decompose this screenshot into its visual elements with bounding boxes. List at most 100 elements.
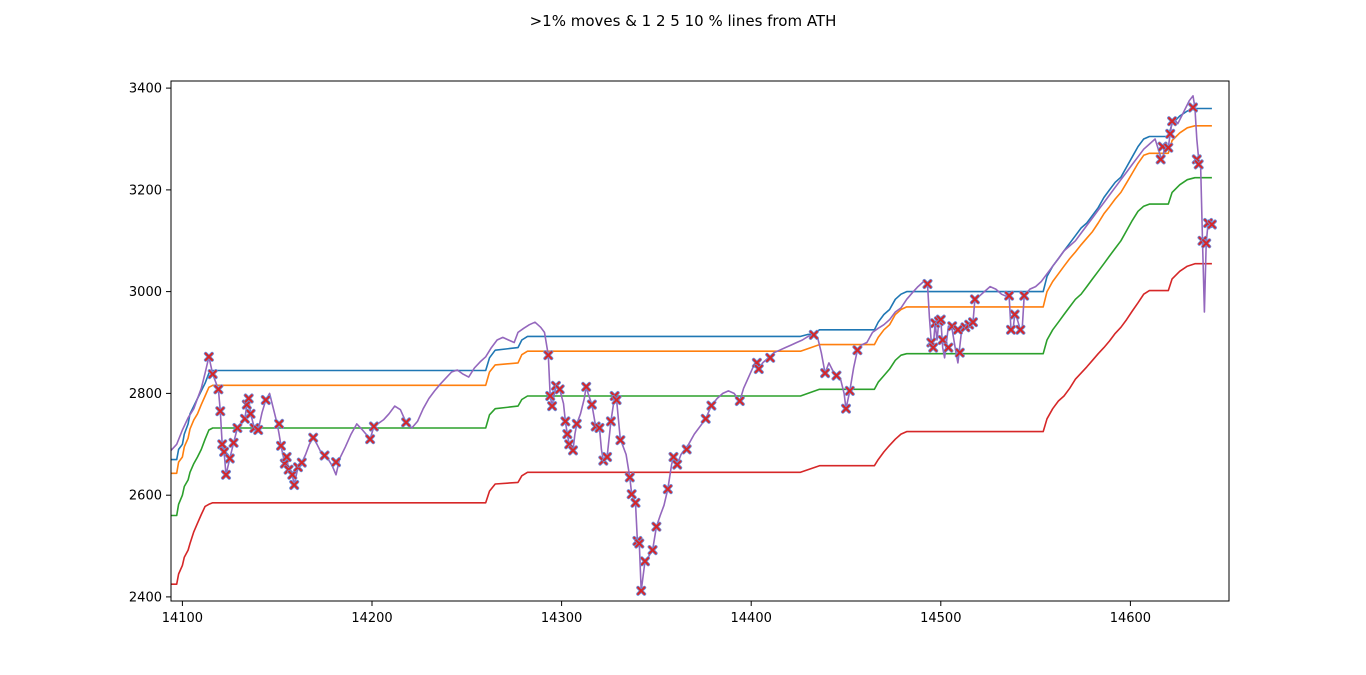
move-marker xyxy=(840,403,852,414)
move-marker xyxy=(624,472,635,483)
move-marker xyxy=(662,484,673,495)
move-marker xyxy=(967,317,979,328)
move-marker xyxy=(651,521,662,532)
x-tick-label: 14400 xyxy=(731,611,772,626)
move-marker xyxy=(581,381,592,392)
move-marker xyxy=(1167,116,1178,127)
move-marker xyxy=(245,408,256,419)
move-marker xyxy=(681,444,692,455)
move-marker xyxy=(808,329,819,340)
move-marker xyxy=(636,585,647,596)
series-line-ath-10pct xyxy=(171,262,1212,585)
y-tick-label: 2400 xyxy=(129,590,162,605)
y-tick-label: 2600 xyxy=(129,489,162,504)
move-marker xyxy=(602,451,613,463)
move-marker xyxy=(232,422,243,434)
move-marker xyxy=(368,421,379,432)
move-marker xyxy=(253,424,264,436)
move-marker xyxy=(626,489,637,500)
move-marker xyxy=(615,435,626,446)
x-axis: 14100 14200 14300 14400 14500 14600 xyxy=(162,601,1151,626)
move-marker xyxy=(547,401,558,412)
series-line-ath-2pct xyxy=(171,125,1212,475)
move-marker xyxy=(706,400,717,411)
move-marker xyxy=(308,432,319,443)
move-marker xyxy=(1009,309,1020,320)
move-marker xyxy=(1155,154,1166,165)
y-tick-label: 2800 xyxy=(129,387,162,402)
move-marker xyxy=(952,324,963,335)
move-marker xyxy=(571,418,582,429)
move-marker xyxy=(647,545,658,556)
move-marker xyxy=(287,469,298,480)
move-marker xyxy=(1206,219,1217,230)
move-marker xyxy=(753,363,764,375)
x-tick-label: 14300 xyxy=(541,611,582,626)
move-marker xyxy=(203,351,214,362)
move-marker xyxy=(545,390,556,402)
move-marker xyxy=(1015,324,1026,335)
move-marker xyxy=(560,416,571,427)
series-line-ath-5pct xyxy=(171,176,1212,517)
move-marker xyxy=(630,497,641,508)
y-axis: 2400 2600 2800 3000 3200 3400 xyxy=(129,82,171,605)
move-marker xyxy=(289,479,300,491)
move-marker xyxy=(221,469,231,480)
marker-layer xyxy=(203,102,1217,596)
move-marker xyxy=(1193,159,1204,170)
move-marker xyxy=(1005,324,1017,335)
move-marker xyxy=(672,459,683,470)
move-marker xyxy=(928,342,939,353)
move-marker xyxy=(611,394,622,406)
move-marker xyxy=(734,395,745,407)
move-marker xyxy=(274,418,285,429)
move-marker xyxy=(922,278,933,290)
move-marker xyxy=(330,457,342,468)
move-marker xyxy=(401,417,412,428)
y-tick-label: 3200 xyxy=(129,183,162,198)
move-marker xyxy=(1163,142,1174,153)
move-marker xyxy=(1004,290,1015,301)
move-marker xyxy=(935,314,946,325)
move-marker xyxy=(969,294,980,305)
move-marker xyxy=(1165,128,1176,139)
move-marker xyxy=(567,445,579,456)
move-marker xyxy=(275,440,287,451)
y-tick-label: 3000 xyxy=(129,285,162,300)
move-marker xyxy=(296,457,307,468)
move-marker xyxy=(605,416,616,427)
move-marker xyxy=(215,406,226,417)
move-marker xyxy=(1201,238,1212,249)
move-marker xyxy=(243,393,254,404)
x-tick-label: 14600 xyxy=(1110,611,1151,626)
move-marker xyxy=(634,538,645,549)
move-marker xyxy=(943,342,954,353)
move-marker xyxy=(213,384,224,395)
move-marker xyxy=(1019,290,1030,301)
move-marker xyxy=(700,413,711,424)
y-tick-label: 3400 xyxy=(129,82,162,97)
move-marker xyxy=(751,357,762,368)
move-marker xyxy=(543,350,554,361)
move-marker xyxy=(1188,102,1198,113)
move-marker xyxy=(260,394,271,406)
move-marker xyxy=(219,446,230,457)
x-tick-label: 14200 xyxy=(351,611,392,626)
move-marker xyxy=(820,368,831,379)
move-marker xyxy=(639,556,651,567)
move-marker xyxy=(562,429,573,440)
move-marker xyxy=(281,451,292,463)
x-tick-label: 14500 xyxy=(920,611,961,626)
move-marker xyxy=(365,434,376,445)
plot-border xyxy=(170,80,1230,602)
move-marker xyxy=(765,352,776,363)
move-marker xyxy=(224,453,235,464)
move-marker xyxy=(954,347,965,358)
move-marker xyxy=(228,437,239,448)
x-tick-label: 14100 xyxy=(162,611,203,626)
move-marker xyxy=(319,450,330,461)
move-marker xyxy=(586,399,597,410)
move-marker xyxy=(217,439,228,450)
